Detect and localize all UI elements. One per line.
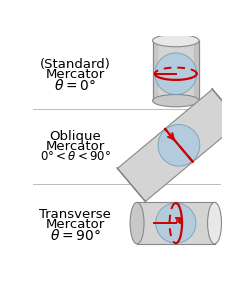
Text: $\theta = 0°$: $\theta = 0°$	[54, 78, 96, 93]
Ellipse shape	[207, 202, 222, 244]
Polygon shape	[118, 89, 240, 202]
Text: $0° < \theta < 90°$: $0° < \theta < 90°$	[40, 150, 111, 164]
FancyBboxPatch shape	[153, 40, 199, 101]
Circle shape	[156, 203, 196, 243]
Text: Oblique: Oblique	[49, 130, 101, 142]
Text: Mercator: Mercator	[45, 68, 105, 81]
Text: $\theta = 90°$: $\theta = 90°$	[50, 228, 101, 243]
Text: Mercator: Mercator	[45, 140, 105, 153]
Circle shape	[155, 53, 197, 94]
Ellipse shape	[153, 94, 199, 107]
Polygon shape	[212, 88, 241, 123]
Text: Transverse: Transverse	[39, 208, 111, 221]
Circle shape	[158, 124, 200, 166]
Bar	[137, 202, 215, 244]
Text: Mercator: Mercator	[45, 218, 105, 231]
Polygon shape	[176, 218, 181, 223]
Polygon shape	[117, 168, 146, 202]
Ellipse shape	[130, 202, 144, 244]
Text: (Standard): (Standard)	[40, 58, 110, 71]
Ellipse shape	[153, 34, 199, 47]
